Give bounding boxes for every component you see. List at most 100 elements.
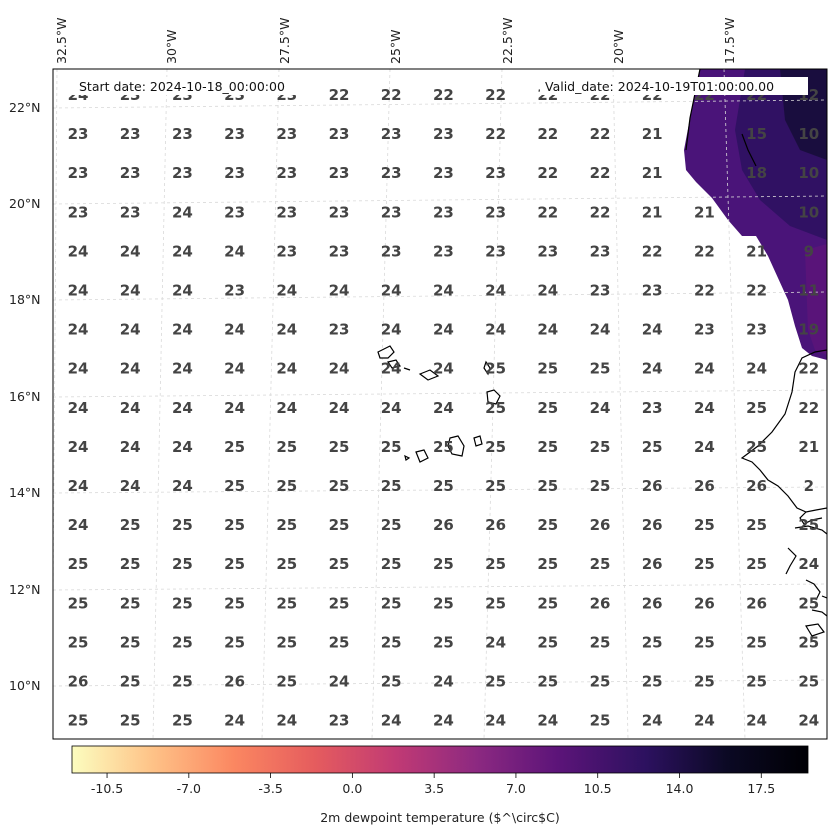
- grid-value: 23: [590, 282, 611, 300]
- grid-value: 26: [224, 673, 245, 691]
- colorbar-tick-label: 0.0: [342, 781, 362, 796]
- grid-value: 24: [433, 321, 454, 339]
- grid-value: 25: [224, 594, 245, 612]
- grid-value: 24: [329, 282, 350, 300]
- grid-value: 25: [276, 594, 297, 612]
- colorbar-gradient: [71, 745, 809, 774]
- grid-value: 23: [642, 282, 663, 300]
- grid-value: 23: [224, 282, 245, 300]
- grid-value: 25: [798, 633, 819, 651]
- grid-value: 24: [68, 516, 89, 534]
- colorbar-tick-label: 3.5: [424, 781, 444, 796]
- grid-value: 22: [746, 282, 767, 300]
- grid-value: 25: [694, 555, 715, 573]
- colorbar-tick-label: -10.5: [91, 781, 123, 796]
- grid-value: 24: [276, 360, 297, 378]
- grid-value: 25: [590, 360, 611, 378]
- grid-value: 25: [485, 477, 506, 495]
- grid-value: 21: [642, 203, 663, 221]
- valid-date-text: Valid_date: 2024-10-19T01:00:00.00: [545, 79, 774, 94]
- grid-value: 10: [798, 125, 819, 143]
- grid-value: 25: [746, 516, 767, 534]
- colorbar-tick-label: 7.0: [506, 781, 526, 796]
- grid-value: 11: [798, 282, 819, 300]
- grid-value: 25: [120, 594, 141, 612]
- grid-value: 25: [798, 594, 819, 612]
- grid-value: 24: [172, 399, 193, 417]
- colorbar-ticks: -10.5 -7.0 -3.5 0.0 3.5 7.0 10.5 14.0 17.5: [91, 773, 775, 796]
- grid-value: 26: [485, 516, 506, 534]
- grid-value: 24: [537, 712, 558, 730]
- grid-value: 23: [485, 164, 506, 182]
- grid-value: 25: [537, 673, 558, 691]
- grid-value: 26: [694, 477, 715, 495]
- grid-value: 23: [120, 164, 141, 182]
- grid-value: 24: [433, 712, 454, 730]
- grid-value: 24: [172, 242, 193, 260]
- grid-value: 24: [172, 477, 193, 495]
- grid-value: 25: [68, 633, 89, 651]
- lat-label-22N: 22°N: [9, 100, 41, 115]
- grid-value: 25: [329, 516, 350, 534]
- grid-value: 23: [381, 242, 402, 260]
- grid-value: 26: [642, 477, 663, 495]
- grid-value: 23: [224, 203, 245, 221]
- grid-value: 25: [120, 712, 141, 730]
- grid-value: 25: [746, 555, 767, 573]
- grid-value: 26: [746, 594, 767, 612]
- grid-value: 23: [433, 203, 454, 221]
- grid-value: 25: [537, 516, 558, 534]
- grid-value: 25: [590, 438, 611, 456]
- grid-value: 23: [433, 242, 454, 260]
- grid-value: 24: [746, 360, 767, 378]
- grid-value: 24: [276, 321, 297, 339]
- lon-label-17.5W: 17.5°W: [722, 18, 737, 64]
- grid-value: 24: [694, 399, 715, 417]
- grid-value: 26: [642, 516, 663, 534]
- grid-value: 22: [590, 125, 611, 143]
- colorbar-tick-label: 10.5: [584, 781, 612, 796]
- lat-label-16N: 16°N: [9, 389, 41, 404]
- grid-value: 23: [68, 164, 89, 182]
- grid-value: 22: [381, 86, 402, 104]
- grid-value: 25: [642, 673, 663, 691]
- grid-value: 24: [485, 712, 506, 730]
- latitude-labels: 22°N 20°N 18°N 16°N 14°N 12°N 10°N: [9, 100, 41, 693]
- grid-value: 25: [485, 555, 506, 573]
- grid-value: 24: [381, 282, 402, 300]
- grid-value: 26: [694, 594, 715, 612]
- grid-value: 23: [433, 125, 454, 143]
- lon-label-32.5W: 32.5°W: [54, 18, 69, 64]
- grid-value: 25: [642, 633, 663, 651]
- grid-value: 25: [381, 555, 402, 573]
- grid-value: 23: [276, 242, 297, 260]
- grid-value: 24: [590, 321, 611, 339]
- gridlines: [53, 69, 827, 739]
- grid-value: 22: [590, 203, 611, 221]
- grid-value: 25: [329, 594, 350, 612]
- grid-value: 24: [381, 321, 402, 339]
- grid-value: 25: [590, 673, 611, 691]
- grid-value: 24: [798, 555, 819, 573]
- grid-value: 25: [485, 594, 506, 612]
- grid-value: 25: [224, 477, 245, 495]
- grid-value: 23: [329, 164, 350, 182]
- grid-value: 23: [329, 321, 350, 339]
- grid-value: 24: [329, 673, 350, 691]
- grid-value: 25: [120, 516, 141, 534]
- grid-value: 24: [537, 321, 558, 339]
- grid-value: 25: [746, 399, 767, 417]
- grid-value: 25: [172, 712, 193, 730]
- grid-value: 25: [381, 594, 402, 612]
- grid-value: 23: [224, 125, 245, 143]
- grid-value: 25: [381, 516, 402, 534]
- grid-value: 25: [276, 516, 297, 534]
- grid-value: 23: [172, 125, 193, 143]
- grid-value: 24: [642, 712, 663, 730]
- grid-value: 24: [224, 360, 245, 378]
- grid-value: 23: [381, 125, 402, 143]
- grid-value: 21: [798, 438, 819, 456]
- grid-value: 22: [433, 86, 454, 104]
- grid-value: 22: [798, 360, 819, 378]
- grid-value: 24: [120, 438, 141, 456]
